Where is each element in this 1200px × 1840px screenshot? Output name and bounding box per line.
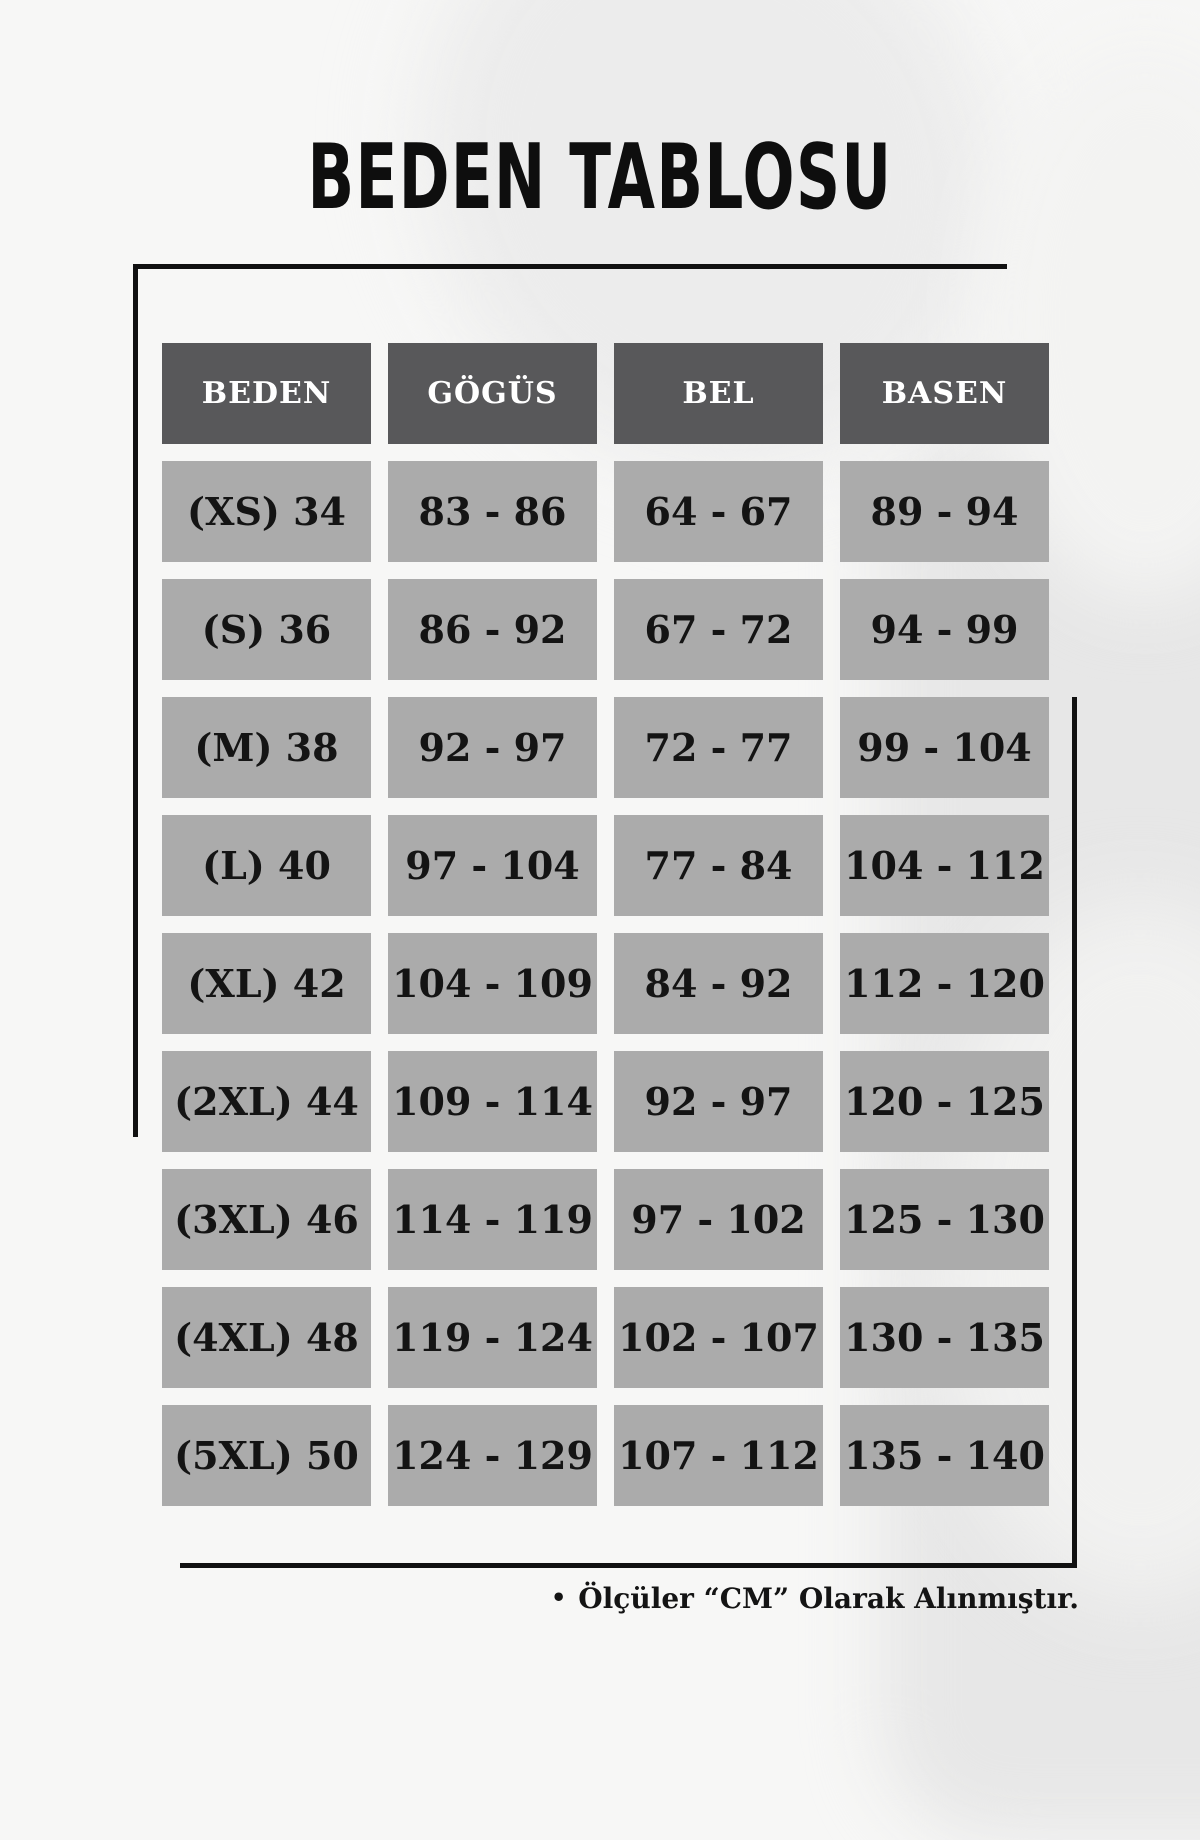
table-cell: 124 - 129 xyxy=(388,1405,597,1506)
table-cell: 125 - 130 xyxy=(840,1169,1049,1270)
table-cell: (XL) 42 xyxy=(162,933,371,1034)
table-cell: 130 - 135 xyxy=(840,1287,1049,1388)
table-cell: 97 - 104 xyxy=(388,815,597,916)
table-cell: 84 - 92 xyxy=(614,933,823,1034)
size-table: BEDEN GÖGÜS BEL BASEN (XS) 34 83 - 86 64 - 67 8… xyxy=(162,343,1049,1506)
table-cell: 112 - 120 xyxy=(840,933,1049,1034)
table-cell: 92 - 97 xyxy=(614,1051,823,1152)
table-cell: (4XL) 48 xyxy=(162,1287,371,1388)
frame-line-top xyxy=(133,264,1007,269)
table-cell: 102 - 107 xyxy=(614,1287,823,1388)
table-cell: 64 - 67 xyxy=(614,461,823,562)
frame-line-right xyxy=(1072,697,1077,1568)
table-cell: (L) 40 xyxy=(162,815,371,916)
table-cell: (3XL) 46 xyxy=(162,1169,371,1270)
table-cell: (5XL) 50 xyxy=(162,1405,371,1506)
header-cell-3: BASEN xyxy=(840,343,1049,444)
table-cell: 77 - 84 xyxy=(614,815,823,916)
frame-line-left xyxy=(133,264,138,1137)
table-cell: (S) 36 xyxy=(162,579,371,680)
table-cell: 72 - 77 xyxy=(614,697,823,798)
table-cell: 135 - 140 xyxy=(840,1405,1049,1506)
table-cell: (M) 38 xyxy=(162,697,371,798)
table-cell: 104 - 109 xyxy=(388,933,597,1034)
table-cell: 97 - 102 xyxy=(614,1169,823,1270)
table-cell: 94 - 99 xyxy=(840,579,1049,680)
header-cell-0: BEDEN xyxy=(162,343,371,444)
bullet-icon: • xyxy=(550,1583,567,1612)
table-cell: 114 - 119 xyxy=(388,1169,597,1270)
table-cell: 89 - 94 xyxy=(840,461,1049,562)
page-title: BEDEN TABLOSU xyxy=(307,125,893,230)
table-cell: 99 - 104 xyxy=(840,697,1049,798)
header-cell-2: BEL xyxy=(614,343,823,444)
table-cell: 83 - 86 xyxy=(388,461,597,562)
table-cell: (XS) 34 xyxy=(162,461,371,562)
frame-line-bottom xyxy=(180,1563,1077,1568)
table-cell: 109 - 114 xyxy=(388,1051,597,1152)
table-cell: 120 - 125 xyxy=(840,1051,1049,1152)
table-cell: 107 - 112 xyxy=(614,1405,823,1506)
table-cell: 104 - 112 xyxy=(840,815,1049,916)
header-cell-1: GÖGÜS xyxy=(388,343,597,444)
table-cell: 67 - 72 xyxy=(614,579,823,680)
measurement-note-text: Ölçüler “CM” Olarak Alınmıştır. xyxy=(578,1582,1079,1615)
table-cell: 86 - 92 xyxy=(388,579,597,680)
table-cell: (2XL) 44 xyxy=(162,1051,371,1152)
measurement-note: • Ölçüler “CM” Olarak Alınmıştır. xyxy=(551,1582,1079,1615)
table-cell: 92 - 97 xyxy=(388,697,597,798)
table-cell: 119 - 124 xyxy=(388,1287,597,1388)
